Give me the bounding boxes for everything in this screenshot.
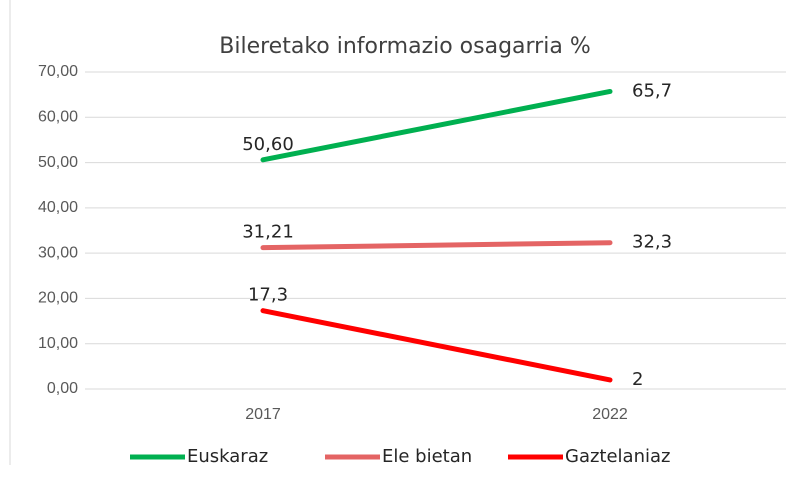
data-label: 2 — [632, 369, 643, 390]
x-tick-label: 2022 — [592, 406, 628, 423]
y-tick-label: 30,00 — [38, 244, 78, 261]
y-tick-label: 40,00 — [38, 199, 78, 216]
data-label: 50,60 — [242, 134, 294, 155]
line — [260, 240, 613, 251]
y-tick-label: 60,00 — [38, 109, 78, 126]
data-label: 32,3 — [632, 232, 672, 253]
y-tick-label: 10,00 — [38, 335, 78, 352]
legend-label: Ele bietan — [382, 446, 472, 467]
x-tick-label: 2017 — [245, 406, 281, 423]
chart-title: Bileretako informazio osagarria % — [219, 34, 590, 59]
legend-label: Gaztelaniaz — [565, 446, 670, 467]
y-tick-label: 0,00 — [47, 380, 78, 397]
legend-label: Euskaraz — [187, 446, 268, 467]
line — [260, 308, 613, 383]
line — [260, 88, 613, 163]
y-tick-label: 50,00 — [38, 154, 78, 171]
data-label: 31,21 — [242, 222, 294, 243]
data-label: 65,7 — [632, 80, 672, 101]
y-tick-label: 70,00 — [38, 63, 78, 80]
y-tick-label: 20,00 — [38, 290, 78, 307]
data-label: 17,3 — [248, 285, 288, 306]
